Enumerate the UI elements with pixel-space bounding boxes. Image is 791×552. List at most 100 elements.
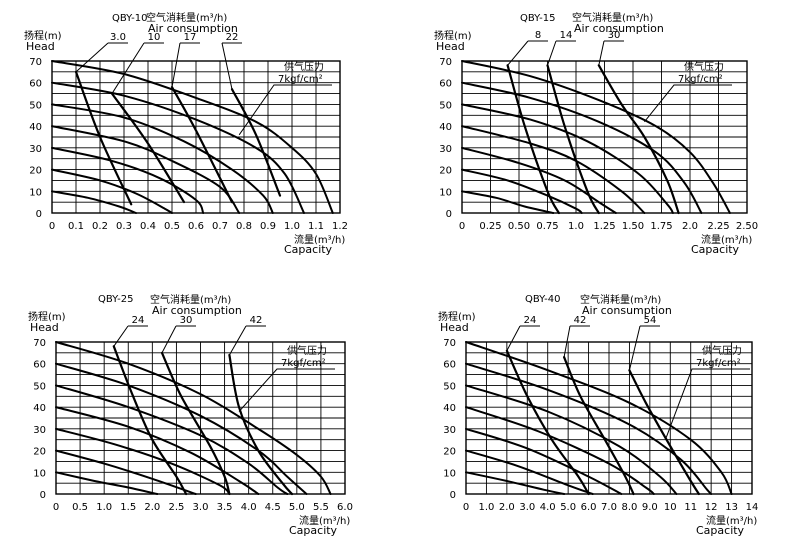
pressure-label: 7kgf/cm² (278, 74, 323, 85)
head-capacity-curve (55, 362, 308, 495)
head-capacity-curve (51, 103, 274, 214)
head-capacity-curve (55, 449, 197, 495)
x-tick-label: 9.0 (642, 502, 658, 513)
x-tick-label: 12 (705, 502, 718, 513)
head-capacity-curve (55, 471, 159, 495)
x-tick-label: 1.50 (622, 221, 644, 232)
x-axis-label: Capacity (691, 243, 740, 256)
x-tick-label: 0.50 (508, 221, 530, 232)
air-consumption-value-label: 14 (560, 30, 573, 41)
pressure-label-cn: 供气压力 (287, 344, 327, 357)
x-tick-label: 1.75 (650, 221, 672, 232)
x-tick-label: 2.0 (499, 502, 515, 513)
head-capacity-curve (55, 341, 332, 495)
x-tick-label: 7.0 (601, 502, 617, 513)
head-capacity-curve (51, 146, 205, 214)
y-axis-label-cn: 扬程(m) (24, 29, 62, 42)
y-tick-label: 30 (439, 144, 452, 155)
x-tick-label: 1.2 (332, 221, 348, 232)
air-consumption-curve (628, 369, 700, 496)
air-consumption-value-label: 30 (180, 315, 193, 326)
x-tick-label: 10 (664, 502, 677, 513)
air-consumption-curve (74, 70, 133, 206)
x-tick-label: 0 (463, 502, 469, 513)
air-consumption-curve (228, 353, 294, 496)
y-tick-label: 70 (29, 57, 42, 68)
plot-frame (55, 341, 346, 495)
air-consumption-curve (110, 92, 186, 204)
x-tick-label: 14 (746, 502, 759, 513)
x-tick-label: 0.8 (236, 221, 252, 232)
x-tick-label: 6.0 (337, 502, 353, 513)
air-consumption-leader-line (506, 325, 540, 351)
head-capacity-curve (465, 341, 733, 495)
y-tick-label: 60 (29, 79, 42, 90)
air-consumption-label: Air consumption (582, 304, 672, 317)
x-tick-label: 13 (725, 502, 738, 513)
head-capacity-curve (55, 406, 260, 495)
air-consumption-label: Air consumption (574, 22, 664, 35)
y-axis-label: Head (440, 321, 469, 334)
x-tick-label: 0.2 (92, 221, 108, 232)
pressure-label-cn: 供气压力 (702, 344, 742, 357)
pressure-leader-line (238, 368, 335, 412)
y-tick-label: 20 (439, 166, 452, 177)
pressure-label: 7kgf/cm² (678, 74, 723, 85)
y-tick-label: 20 (29, 166, 42, 177)
x-tick-label: 3.0 (519, 502, 535, 513)
x-tick-label: 3.0 (193, 502, 209, 513)
plot-frame (461, 60, 748, 214)
x-tick-label: 0.3 (116, 221, 132, 232)
x-tick-label: 0 (53, 502, 59, 513)
plot-frame (465, 341, 753, 495)
x-tick-label: 0.25 (479, 221, 501, 232)
air-consumption-value-label: 24 (132, 315, 145, 326)
x-tick-label: 11 (684, 502, 697, 513)
air-consumption-leader-line (228, 325, 266, 356)
air-consumption-leader-line (221, 42, 242, 90)
air-consumption-leader-line (75, 42, 128, 73)
x-tick-label: 2.0 (682, 221, 698, 232)
y-tick-label: 20 (33, 447, 46, 458)
y-axis-label-cn: 扬程(m) (434, 29, 472, 42)
air-consumption-curve (546, 64, 600, 215)
pressure-label-cn: 供气压力 (284, 60, 324, 73)
y-tick-label: 0 (450, 490, 456, 501)
air-consumption-value-label: 22 (226, 32, 239, 43)
y-tick-label: 50 (29, 100, 42, 111)
air-consumption-value-label: 54 (644, 315, 657, 326)
y-tick-label: 30 (33, 425, 46, 436)
y-tick-label: 40 (443, 403, 456, 414)
y-tick-label: 50 (443, 381, 456, 392)
head-capacity-curve (51, 81, 305, 214)
y-axis-label-cn: 扬程(m) (28, 310, 66, 323)
y-axis-label: Head (436, 40, 465, 53)
head-capacity-curve (461, 103, 674, 214)
air-consumption-label-cn: 空气消耗量(m³/h) (572, 11, 653, 24)
pressure-label: 7kgf/cm² (281, 358, 326, 369)
head-capacity-curve (465, 362, 713, 495)
y-tick-label: 40 (439, 122, 452, 133)
x-tick-label: 4.0 (241, 502, 257, 513)
pressure-label: 7kgf/cm² (696, 358, 741, 369)
y-tick-label: 50 (33, 381, 46, 392)
y-tick-label: 70 (439, 57, 452, 68)
air-consumption-value-label: 3.0 (110, 32, 126, 43)
air-consumption-curve (112, 345, 188, 496)
head-capacity-curve (55, 384, 289, 495)
x-axis-label: Capacity (284, 243, 333, 256)
air-consumption-label-cn: 空气消耗量(m³/h) (146, 11, 227, 24)
x-tick-label: 1.25 (593, 221, 615, 232)
y-tick-label: 30 (443, 425, 456, 436)
air-consumption-curve (505, 349, 590, 496)
air-consumption-label-cn: 空气消耗量(m³/h) (580, 293, 661, 306)
plot-frame (51, 60, 341, 214)
y-tick-label: 0 (446, 209, 452, 220)
head-capacity-curve (461, 190, 555, 214)
y-axis-label-cn: 扬程(m) (438, 310, 476, 323)
head-capacity-curve (55, 427, 231, 495)
head-capacity-curve (465, 406, 655, 495)
air-consumption-value-label: 8 (535, 30, 541, 41)
air-consumption-curve (160, 351, 231, 496)
air-consumption-leader-line (113, 325, 148, 347)
